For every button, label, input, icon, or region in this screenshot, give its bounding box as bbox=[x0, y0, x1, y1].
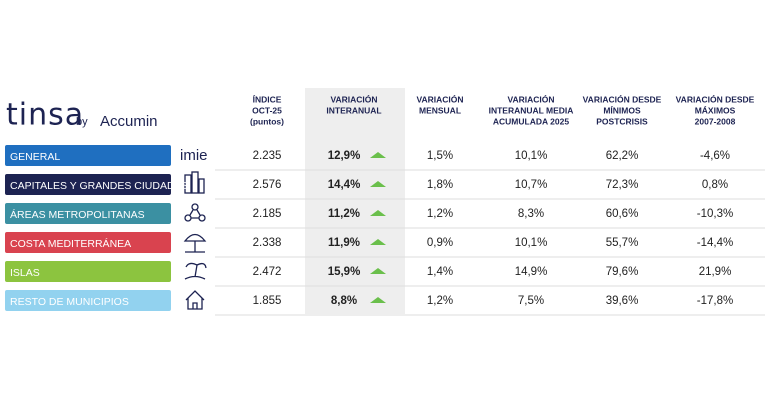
icon-island bbox=[184, 262, 207, 280]
column-header: INTERANUAL MEDIA bbox=[489, 105, 574, 115]
cell: 2.235 bbox=[253, 150, 282, 162]
row-label: ISLAS bbox=[10, 267, 40, 279]
column-header: ACUMULADA 2025 bbox=[493, 116, 569, 126]
cell: 1,2% bbox=[427, 208, 453, 220]
cell: 8,3% bbox=[518, 208, 544, 220]
cell: 21,9% bbox=[699, 266, 732, 278]
cell: 11,9% bbox=[328, 237, 360, 249]
row-label-bg bbox=[5, 261, 171, 282]
cell: 2.338 bbox=[253, 237, 282, 249]
column-header: (puntos) bbox=[250, 116, 284, 126]
cell: 14,4% bbox=[328, 179, 361, 191]
cell: 15,9% bbox=[328, 266, 361, 278]
cell: 10,7% bbox=[515, 179, 548, 191]
icon-house bbox=[185, 290, 205, 310]
cell: 1,8% bbox=[427, 179, 453, 191]
row-label-bg bbox=[5, 290, 171, 311]
cell: 8,8% bbox=[331, 295, 357, 307]
cell: -17,8% bbox=[697, 295, 733, 307]
cell: -14,4% bbox=[697, 237, 733, 249]
cell: 1.855 bbox=[253, 295, 282, 307]
highlight-column bbox=[305, 88, 405, 314]
cell: 62,2% bbox=[606, 150, 639, 162]
logo-by: by bbox=[76, 116, 88, 128]
cell: 10,1% bbox=[515, 150, 548, 162]
column-header: VARIACIÓN bbox=[507, 93, 554, 104]
icon-umbrella bbox=[183, 233, 207, 253]
up-arrow bbox=[370, 210, 386, 216]
cell: 1,4% bbox=[427, 266, 453, 278]
cell: 7,5% bbox=[518, 295, 544, 307]
column-header: VARIACIÓN DESDE bbox=[676, 93, 755, 104]
row-label: GENERAL bbox=[10, 151, 60, 163]
icons bbox=[183, 171, 207, 310]
cell: 14,9% bbox=[515, 266, 548, 278]
column-header: ÍNDICE bbox=[253, 94, 282, 104]
up-arrow bbox=[370, 181, 386, 187]
cell: 60,6% bbox=[606, 208, 639, 220]
column-header: 2007-2008 bbox=[695, 116, 736, 126]
cell: 12,9% bbox=[328, 150, 361, 162]
cell: 0,9% bbox=[427, 237, 453, 249]
icon-label: imie bbox=[180, 147, 208, 164]
column-header: MENSUAL bbox=[419, 105, 461, 115]
cell: -10,3% bbox=[697, 208, 733, 220]
up-arrow bbox=[370, 239, 386, 245]
column-header: POSTCRISIS bbox=[596, 116, 648, 126]
cell: 39,6% bbox=[606, 295, 639, 307]
cell: 1,2% bbox=[427, 295, 453, 307]
cell: 2.472 bbox=[253, 266, 282, 278]
column-header: VARIACIÓN bbox=[330, 93, 377, 104]
up-arrow bbox=[370, 297, 386, 303]
row-label-bg bbox=[5, 145, 171, 166]
row-label: COSTA MEDITERRÁNEA bbox=[10, 237, 131, 250]
column-header: VARIACIÓN bbox=[416, 93, 463, 104]
column-header: MÁXIMOS bbox=[695, 105, 736, 115]
row-label: RESTO DE MUNICIPIOS bbox=[10, 296, 129, 308]
row-label-bg bbox=[5, 203, 171, 224]
column-header: INTERANUAL bbox=[326, 105, 381, 115]
row-label: ÁREAS METROPOLITANAS bbox=[10, 208, 145, 221]
icon-network bbox=[184, 203, 206, 222]
cell: 0,8% bbox=[702, 179, 728, 191]
logo-brand: tinsa bbox=[6, 98, 84, 133]
cell: 2.576 bbox=[253, 179, 282, 191]
cell: 2.185 bbox=[253, 208, 282, 220]
up-arrow bbox=[370, 152, 386, 158]
cell: 1,5% bbox=[427, 150, 453, 162]
icon-city bbox=[184, 171, 205, 194]
row-label: CAPITALES Y GRANDES CIUDADES bbox=[10, 180, 189, 192]
column-header: MÍNIMOS bbox=[603, 105, 641, 115]
cell: 79,6% bbox=[606, 266, 639, 278]
cell: 72,3% bbox=[606, 179, 639, 191]
cell: 10,1% bbox=[515, 237, 548, 249]
column-header: OCT-25 bbox=[252, 105, 282, 115]
row-label-bg bbox=[5, 232, 171, 253]
cell: 11,2% bbox=[328, 208, 360, 220]
cell: 55,7% bbox=[606, 237, 639, 249]
logo-partner: Accumin bbox=[100, 113, 158, 130]
up-arrow bbox=[370, 268, 386, 274]
row-label-bg bbox=[5, 174, 171, 195]
column-header: VARIACIÓN DESDE bbox=[583, 93, 662, 104]
cell: -4,6% bbox=[700, 150, 730, 162]
